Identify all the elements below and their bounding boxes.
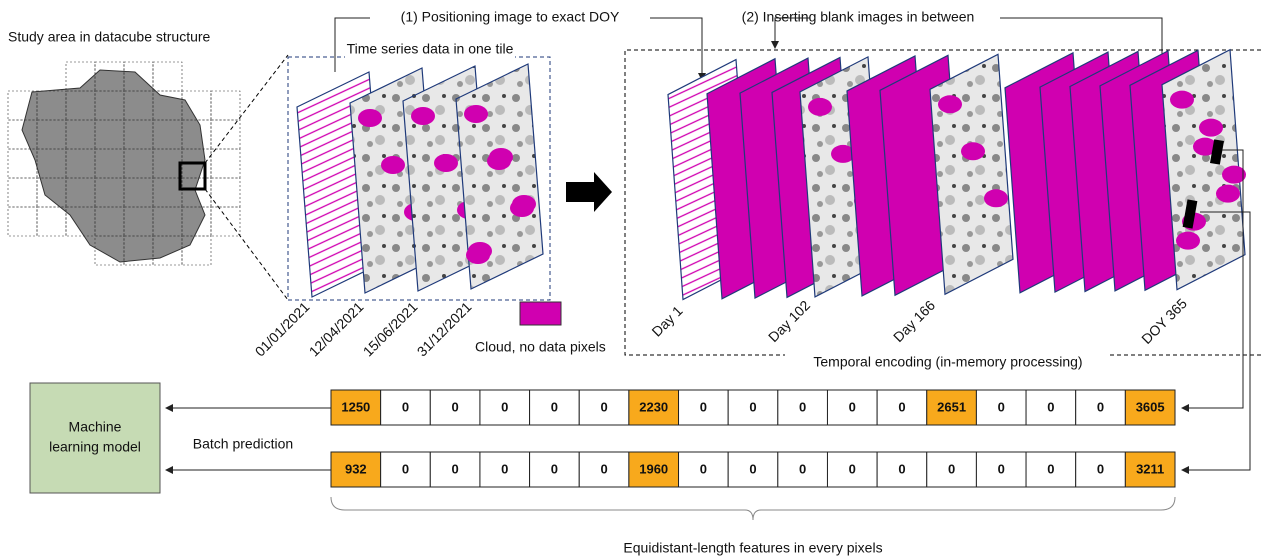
feature-value: 0	[749, 399, 756, 414]
feature-value: 0	[998, 461, 1005, 476]
cloud-blob	[358, 109, 382, 127]
feature-value: 0	[799, 461, 806, 476]
cloud-blob	[489, 148, 513, 166]
cloud-blob	[984, 189, 1008, 207]
grid-cell	[211, 149, 240, 178]
day-label: Day 166	[890, 297, 938, 345]
model-label: Machine	[69, 419, 122, 435]
day-label: Day 102	[765, 297, 813, 345]
feature-value: 0	[849, 461, 856, 476]
encoding-label: Temporal encoding (in-memory processing)	[813, 354, 1082, 370]
cloud-blob	[381, 156, 405, 174]
feature-value: 3605	[1136, 399, 1165, 414]
cloud-blob	[1170, 91, 1194, 109]
day-label: Day 1	[648, 302, 685, 339]
cloud-blob	[512, 195, 536, 213]
tile-label: Time series data in one tile	[347, 41, 514, 57]
date-label: 12/04/2021	[306, 299, 367, 360]
feature-value: 2651	[937, 399, 966, 414]
feature-value: 0	[998, 399, 1005, 414]
cloud-blob	[434, 154, 458, 172]
feature-value: 0	[700, 399, 707, 414]
feature-value: 1960	[639, 461, 668, 476]
feature-value: 0	[452, 461, 459, 476]
date-label: 01/01/2021	[252, 299, 313, 360]
feature-value: 0	[402, 461, 409, 476]
cloud-blob	[1216, 185, 1240, 203]
feature-value: 0	[402, 399, 409, 414]
grid-cell	[37, 207, 66, 236]
feature-value: 0	[600, 461, 607, 476]
big-arrow	[566, 172, 612, 212]
date-label: 15/06/2021	[360, 299, 421, 360]
feature-value: 0	[551, 399, 558, 414]
cloud-swatch	[520, 302, 561, 325]
cloud-blob	[1176, 232, 1200, 250]
cloud-blob	[468, 242, 492, 260]
feature-value: 0	[551, 461, 558, 476]
feature-value: 0	[749, 461, 756, 476]
feature-value: 2230	[639, 399, 668, 414]
feature-value: 0	[600, 399, 607, 414]
brace	[331, 497, 1175, 520]
feature-value: 0	[501, 399, 508, 414]
feature-value: 0	[1047, 461, 1054, 476]
cloud-blob	[808, 98, 832, 116]
grid-cell	[153, 62, 182, 91]
feature-value: 0	[898, 461, 905, 476]
grid-cell	[211, 120, 240, 149]
feature-rows: 1250 0 0 0 0 0 2230 0 0 0 0 0 2651 0 0 0 3605 932 0 0 0 0 0 196…	[331, 390, 1175, 487]
step1-label: (1) Positioning image to exact DOY	[401, 9, 620, 25]
feature-value: 0	[849, 399, 856, 414]
feature-value: 0	[948, 461, 955, 476]
date-label: 31/12/2021	[414, 299, 475, 360]
feature-value: 1250	[341, 399, 370, 414]
grid-cell	[8, 178, 37, 207]
study-area-title: Study area in datacube structure	[8, 29, 211, 45]
grid-cell	[8, 207, 37, 236]
cloud-legend: Cloud, no data pixels	[475, 339, 606, 355]
grid-cell	[211, 207, 240, 236]
feature-value: 0	[1097, 399, 1104, 414]
cloud-blob	[961, 142, 985, 160]
feature-value: 0	[700, 461, 707, 476]
feature-value: 3211	[1136, 461, 1164, 476]
diagram: Study area in datacube structure Time se…	[0, 0, 1261, 559]
features-label: Equidistant-length features in every pix…	[623, 540, 882, 556]
cloud-blob	[411, 107, 435, 125]
image-frame	[930, 54, 1013, 294]
feature-value: 932	[345, 461, 367, 476]
feature-value: 0	[452, 399, 459, 414]
connector	[650, 18, 702, 80]
output-frames	[668, 50, 1246, 300]
zoom-line	[205, 189, 288, 300]
cloud-blob	[938, 95, 962, 113]
feature-value: 0	[501, 461, 508, 476]
cloud-blob	[1199, 119, 1223, 137]
feature-value: 0	[799, 399, 806, 414]
input-frames	[297, 64, 543, 297]
step2-label: (2) Inserting blank images in between	[742, 9, 975, 25]
feature-value: 0	[1097, 461, 1104, 476]
batch-label: Batch prediction	[193, 436, 293, 452]
model-label: learning model	[49, 439, 141, 455]
day-label: DOY 365	[1138, 295, 1190, 347]
feature-value: 0	[898, 399, 905, 414]
cloud-blob	[1222, 166, 1246, 184]
zoom-line	[205, 55, 288, 163]
grid-cell	[211, 91, 240, 120]
cloud-blob	[464, 105, 488, 123]
feature-value: 0	[1047, 399, 1054, 414]
